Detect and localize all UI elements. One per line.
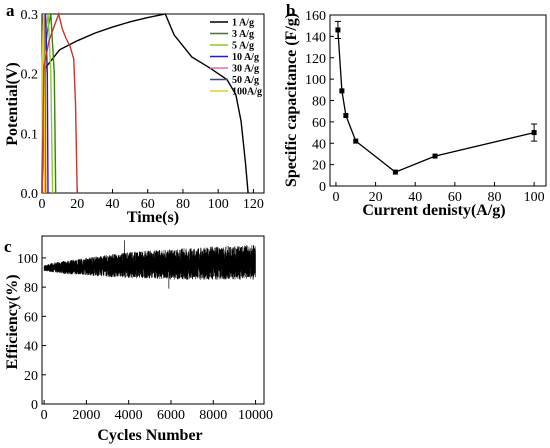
panel-b-frame — [329, 14, 547, 187]
panel-b-xtick-label: 20 — [369, 190, 383, 205]
panel-c-xtick-label: 4000 — [115, 408, 143, 423]
panel-a-ytick-label: 0.3 — [21, 8, 39, 23]
panel-b: b 0 20 40 60 80 100 0 20 40 60 80 100 120 140 160 Cur… — [283, 1, 547, 219]
panel-c-ylabel: Efficiency(%) — [4, 274, 21, 369]
panel-c-xtick-label: 10000 — [238, 408, 273, 423]
panel-a-legend-label: 30 A/g — [232, 64, 259, 75]
panel-b-xtick-label: 60 — [448, 190, 462, 205]
panel-a-xtick-label: 40 — [105, 197, 119, 212]
panel-a-ytick-label: 0.2 — [21, 68, 39, 83]
panel-b-ytick-label: 40 — [312, 137, 326, 152]
panel-a: a 0 20 40 60 80 100 120 0.0 0.1 0.2 0.3 1 A/g3 A/… — [4, 1, 265, 226]
panel-c-ytick-label: 100 — [17, 252, 38, 267]
panel-b-point — [531, 130, 537, 136]
panel-a-series-line — [41, 13, 46, 194]
panel-b-ytick-label: 160 — [305, 9, 326, 24]
panel-b-xtick-label: 40 — [408, 190, 422, 205]
panel-a-x-ticks: 0 20 40 60 80 100 120 — [39, 189, 264, 212]
panel-b-x-ticks: 0 20 40 60 80 100 — [332, 182, 545, 205]
panel-a-ylabel: Potential(V) — [4, 62, 21, 146]
panel-b-y-ticks: 0 20 40 60 80 100 120 140 160 — [305, 9, 334, 195]
panel-b-ytick-label: 100 — [305, 73, 326, 88]
panel-b-ytick-label: 0 — [319, 180, 326, 195]
panel-a-ytick-label: 0.1 — [21, 127, 39, 142]
panel-a-series-line — [41, 13, 249, 194]
panel-c-xtick-label: 0 — [41, 408, 48, 423]
panel-b-point — [353, 138, 359, 144]
panel-a-xtick-label: 20 — [70, 197, 84, 212]
panel-b-xlabel: Current denisty(A/g) — [362, 202, 505, 219]
panel-b-series-line — [337, 29, 535, 173]
panel-c-ytick-label: 60 — [24, 310, 38, 325]
panel-a-xtick-label: 60 — [141, 197, 155, 212]
panel-b-ytick-label: 120 — [305, 52, 326, 67]
panel-c-x-ticks: 0 2000 4000 6000 8000 10000 — [41, 400, 273, 423]
panel-c-y-ticks: 0 20 40 60 80 100 — [17, 252, 46, 413]
panel-b-ytick-label: 140 — [305, 30, 326, 45]
panel-c-efficiency-band — [43, 245, 256, 280]
panel-a-xtick-label: 120 — [243, 197, 264, 212]
panel-c-xtick-label: 8000 — [199, 408, 227, 423]
panel-c-series — [43, 240, 256, 289]
panel-b-point — [392, 169, 398, 175]
panel-b-point — [335, 27, 341, 33]
panel-c-ytick-label: 80 — [24, 281, 38, 296]
panel-a-xlabel: Time(s) — [127, 209, 179, 226]
panel-c-xtick-label: 2000 — [72, 408, 100, 423]
panel-b-ytick-label: 60 — [312, 116, 326, 131]
panel-a-legend-label: 3 A/g — [232, 29, 254, 40]
panel-b-xtick-label: 100 — [524, 190, 545, 205]
panel-a-xtick-label: 100 — [208, 197, 229, 212]
panel-c-ytick-label: 0 — [31, 398, 38, 413]
panel-a-series — [41, 11, 249, 194]
panel-b-xtick-label: 0 — [332, 190, 339, 205]
panel-b-point — [432, 153, 438, 159]
panel-b-xtick-label: 80 — [487, 190, 501, 205]
panel-c-xtick-label: 6000 — [157, 408, 185, 423]
panel-c-frame — [41, 235, 265, 405]
panel-a-legend-label: 1 A/g — [232, 18, 254, 29]
panel-c-xlabel: Cycles Number — [97, 427, 202, 444]
panel-a-series-line — [41, 11, 78, 194]
panel-b-ylabel: Specific capacitance (F/g) — [283, 13, 300, 187]
panel-b-letter: b — [286, 1, 295, 20]
panel-a-legend-label: 100A/g — [232, 87, 262, 98]
panel-a-legend-label: 50 A/g — [232, 75, 259, 86]
panel-b-series — [334, 20, 538, 175]
panel-c-letter: c — [4, 237, 12, 256]
panel-c: c 0 2000 4000 6000 8000 10000 0 20 40 60 80 100 Cy… — [4, 235, 273, 444]
panel-c-ytick-label: 20 — [24, 369, 38, 384]
panel-a-legend-label: 10 A/g — [232, 52, 259, 63]
panel-a-y-ticks: 0.0 0.1 0.2 0.3 — [21, 8, 46, 202]
panel-c-ytick-label: 40 — [24, 340, 38, 355]
panel-a-ytick-label: 0.0 — [21, 187, 39, 202]
panel-b-ytick-label: 80 — [312, 95, 326, 110]
panel-a-xtick-label: 0 — [39, 197, 46, 212]
panel-a-legend-label: 5 A/g — [232, 41, 254, 52]
panel-a-letter: a — [6, 1, 15, 20]
panel-a-xtick-label: 80 — [176, 197, 190, 212]
panel-b-ytick-label: 20 — [312, 159, 326, 174]
panel-b-point — [339, 88, 345, 94]
panel-b-point — [343, 112, 349, 118]
